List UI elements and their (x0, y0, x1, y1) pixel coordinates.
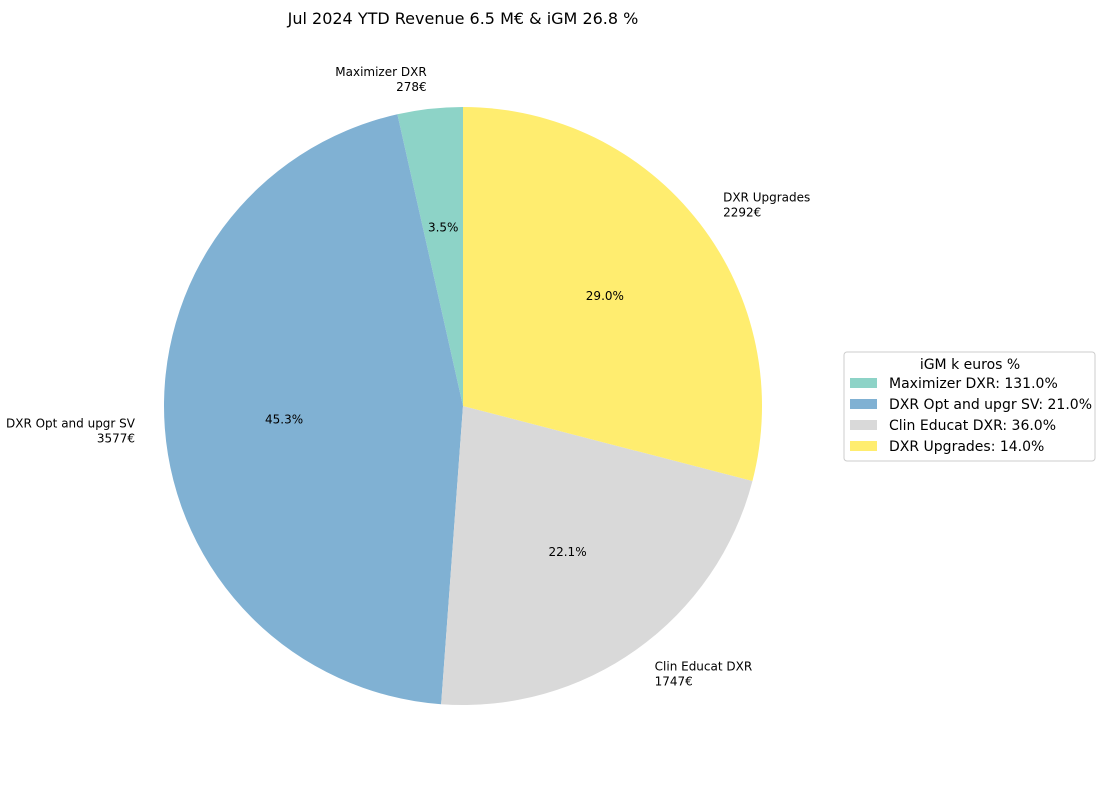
pie-slice-maximizer-dxr (397, 107, 463, 406)
percent-label-dxr-upgrades: 29.0% (586, 289, 624, 303)
legend-entry-dxr-opt-and-upgr-sv: DXR Opt and upgr SV: 21.0% (889, 397, 1092, 413)
pie-slice-clin-educat-dxr (441, 406, 753, 705)
legend-entry-dxr-upgrades: DXR Upgrades: 14.0% (889, 439, 1044, 455)
pie-labels: Maximizer DXR 278€ 3.5% DXR Opt and upgr SV… (6, 65, 810, 688)
percent-label-maximizer-dxr: 3.5% (428, 221, 459, 235)
pie-slices (163, 107, 762, 705)
legend-swatch-clin-educat-dxr (850, 420, 877, 430)
legend-items: Maximizer DXR: 131.0% DXR Opt and upgr SV… (850, 376, 1092, 455)
legend-entry-maximizer-dxr: Maximizer DXR: 131.0% (889, 376, 1058, 392)
legend-title: iGM k euros % (920, 357, 1020, 373)
percent-label-dxr-opt-and-upgr-sv: 45.3% (265, 412, 303, 426)
legend-entry-clin-educat-dxr: Clin Educat DXR: 36.0% (889, 418, 1056, 434)
percent-label-clin-educat-dxr: 22.1% (548, 545, 586, 559)
slice-label-dxr-upgrades: DXR Upgrades 2292€ (723, 191, 810, 220)
pie-slice-dxr-upgrades (463, 107, 762, 481)
slice-label-maximizer-dxr: Maximizer DXR 278€ (335, 65, 426, 94)
slice-label-dxr-opt-and-upgr-sv: DXR Opt and upgr SV 3577€ (6, 416, 136, 445)
legend-swatch-maximizer-dxr (850, 378, 877, 388)
pie-slice-dxr-opt-and-upgr-sv (163, 114, 464, 705)
legend-swatch-dxr-opt-and-upgr-sv (850, 399, 877, 409)
slice-label-clin-educat-dxr: Clin Educat DXR 1747€ (655, 659, 753, 688)
legend-box (843, 351, 1096, 462)
legend-swatch-dxr-upgrades (850, 441, 877, 451)
chart-title: Jul 2024 YTD Revenue 6.5 M€ & iGM 26.8 % (287, 9, 639, 28)
legend: iGM k euros % Maximizer DXR: 131.0% DXR O… (843, 351, 1096, 462)
